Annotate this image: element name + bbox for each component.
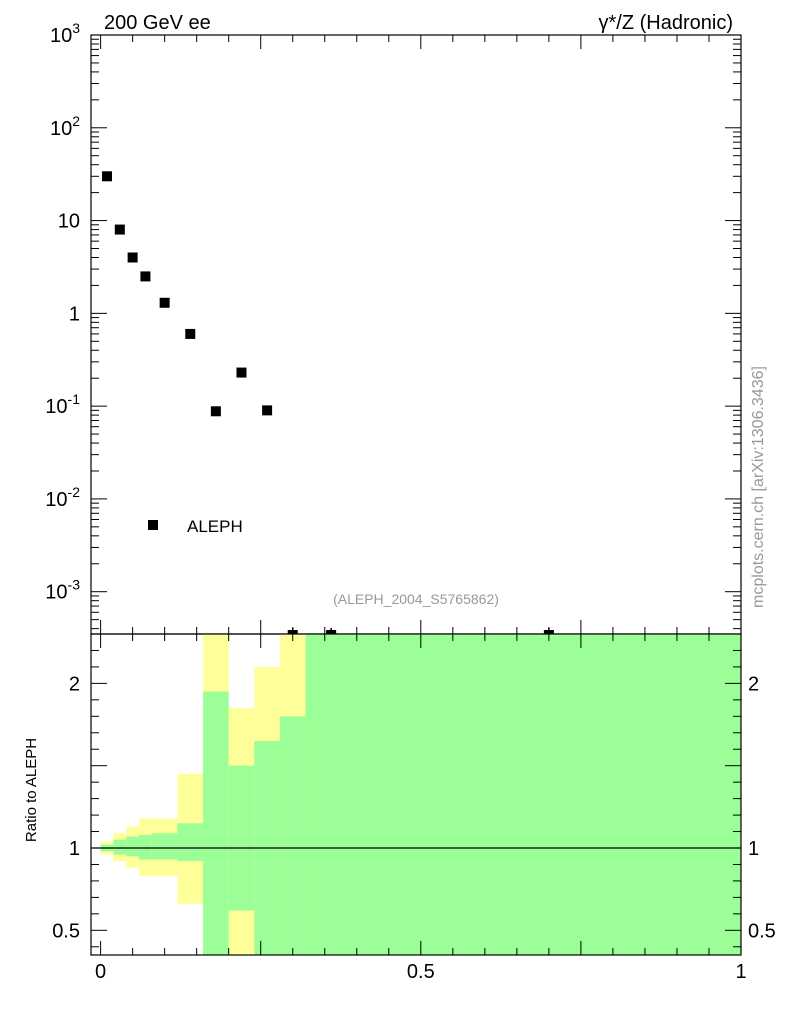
- y-tick-label: 10: [58, 211, 80, 233]
- data-point: [185, 328, 196, 339]
- band-green: [139, 834, 152, 860]
- x-tick-label: 0: [95, 961, 106, 983]
- y-tick-label-exp: 2: [72, 113, 80, 129]
- y-tick-label-right: 0.5: [748, 920, 776, 942]
- legend-marker: [148, 520, 158, 530]
- ratio-frame: [90, 633, 742, 956]
- y-tick-label-exp: -1: [68, 391, 81, 407]
- y-tick-label: 0.5: [52, 920, 80, 942]
- band-green: [151, 833, 178, 860]
- watermark: mcplots.cern.ch [arXiv:1306.3436]: [750, 366, 767, 608]
- y-tick-label: 102: [50, 113, 80, 140]
- y-tick-label-right: 2: [748, 673, 759, 695]
- y-tick-label: 2: [69, 673, 80, 695]
- data-point: [140, 271, 151, 282]
- data-point: [114, 224, 125, 235]
- legend-label: ALEPH: [187, 517, 243, 536]
- band-green: [177, 823, 204, 862]
- data-point: [236, 367, 247, 378]
- band-green: [126, 836, 140, 857]
- ratio-panel: 2 21 10.5 0.50 0.5 1: [52, 633, 776, 983]
- band-green: [203, 691, 229, 955]
- band-green: [305, 634, 741, 955]
- x-tick-label: 0.5: [407, 961, 435, 983]
- y-tick-label: 1: [69, 303, 80, 325]
- y-tick-label: 10-3: [45, 577, 80, 604]
- data-point: [262, 405, 273, 416]
- band-green: [279, 716, 306, 955]
- y-tick-label-right: 1: [748, 838, 759, 860]
- header-process: γ*/Z (Hadronic): [599, 12, 733, 34]
- data-point: [102, 171, 113, 182]
- data-point: [210, 406, 221, 417]
- y-tick-label: 103: [50, 20, 80, 47]
- y-tick-label: 10-2: [45, 484, 80, 511]
- y-tick-label-exp: -2: [68, 484, 81, 500]
- ratio-ylabel: Ratio to ALEPH: [23, 738, 40, 842]
- y-tick-label-exp: 3: [72, 20, 80, 36]
- data-point: [127, 252, 138, 263]
- band-green: [113, 839, 127, 855]
- y-tick-label: 1: [69, 838, 80, 860]
- data-point: [159, 297, 170, 308]
- x-tick-label: 1: [735, 961, 746, 983]
- band-yellow: [228, 910, 255, 955]
- y-tick-label: 10-1: [45, 391, 80, 418]
- analysis-id: (ALEPH_2004_S5765862): [333, 591, 499, 607]
- y-tick-label-exp: -3: [68, 577, 81, 593]
- header-energy: 200 GeV ee: [104, 12, 211, 34]
